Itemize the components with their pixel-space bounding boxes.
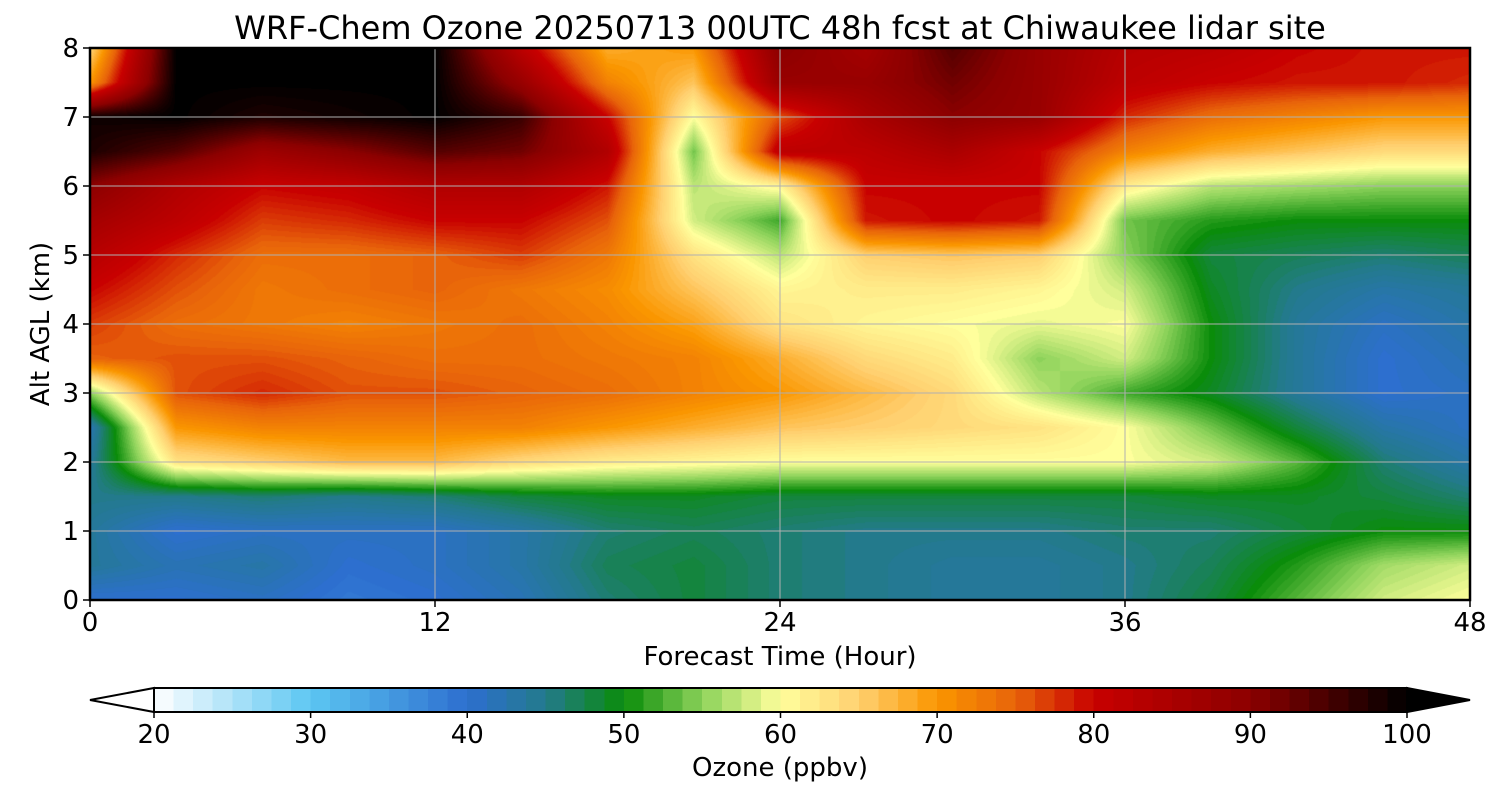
- colorbar-max-extension: [1406, 686, 1471, 714]
- colorbar-tick-label: 40: [451, 720, 484, 750]
- y-tick-label: 7: [62, 103, 79, 133]
- y-tick-label: 5: [62, 241, 79, 271]
- x-tick-label: 36: [1108, 608, 1141, 638]
- y-tick-label: 0: [62, 586, 79, 616]
- colorbar-min-extension: [89, 686, 155, 714]
- y-tick-label: 8: [62, 34, 79, 64]
- colorbar-gradient: [153, 687, 1408, 713]
- grid-lines: [90, 48, 1470, 600]
- colorbar-tick-label: 50: [607, 720, 640, 750]
- x-axis-label: Forecast Time (Hour): [643, 642, 916, 672]
- colorbar-tick-label: 60: [764, 720, 797, 750]
- y-axis-label: Alt AGL (km): [26, 242, 56, 406]
- y-tick-label: 2: [62, 448, 79, 478]
- chart-title: WRF-Chem Ozone 20250713 00UTC 48h fcst a…: [234, 9, 1326, 47]
- colorbar-tick-label: 90: [1234, 720, 1267, 750]
- plot-area: [88, 46, 1472, 602]
- x-axis: 0 12 24 36 48: [82, 600, 1487, 638]
- y-tick-label: 4: [62, 310, 79, 340]
- colorbar-tick-label: 80: [1077, 720, 1110, 750]
- y-tick-label: 3: [62, 379, 79, 409]
- x-tick-label: 0: [82, 608, 99, 638]
- x-tick-label: 12: [418, 608, 451, 638]
- y-tick-label: 1: [62, 517, 79, 547]
- colorbar-tick-label: 30: [294, 720, 327, 750]
- y-axis: 0 1 2 3 4 5 6 7 8: [62, 34, 90, 616]
- colorbar-tick-label: 20: [137, 720, 170, 750]
- colorbar-tick-label: 70: [921, 720, 954, 750]
- y-tick-label: 6: [62, 172, 79, 202]
- colorbar-label: Ozone (ppbv): [692, 753, 868, 783]
- x-tick-label: 24: [763, 608, 796, 638]
- colorbar: 20 30 40 50 60 70 80 90 100: [89, 686, 1471, 750]
- x-tick-label: 48: [1453, 608, 1486, 638]
- colorbar-tick-label: 100: [1382, 720, 1432, 750]
